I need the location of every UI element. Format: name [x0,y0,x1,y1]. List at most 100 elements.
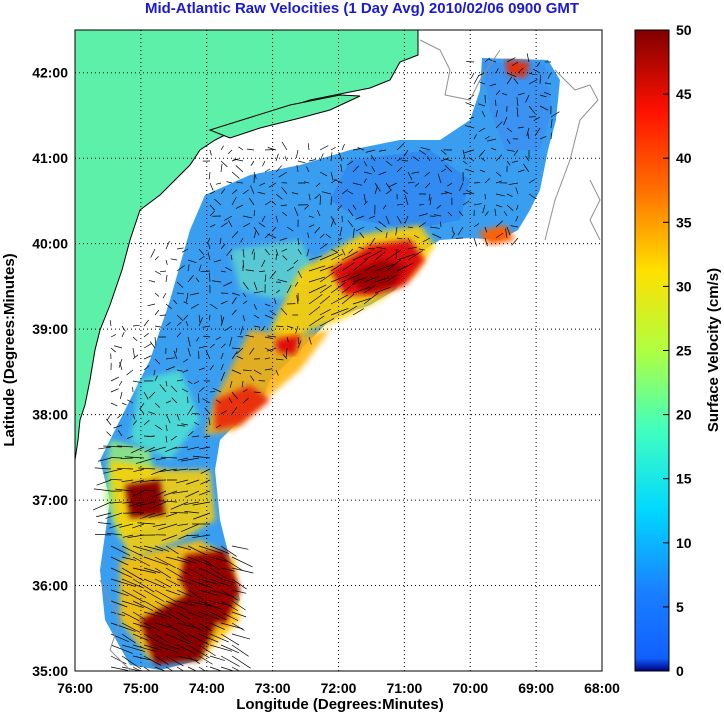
velocity-arrow [208,417,211,426]
velocity-arrow [264,314,274,319]
velocity-arrow [253,230,257,239]
velocity-arrow [539,136,547,140]
velocity-arrow [183,358,189,363]
velocity-arrow [136,501,156,507]
velocity-arrow [121,567,144,582]
velocity-arrow [533,68,541,74]
velocity-arrow [220,163,223,173]
velocity-arrow [382,204,387,210]
velocity-arrow [165,589,181,596]
velocity-arrow [482,204,486,214]
velocity-arrow [359,232,365,239]
velocity-arrow [184,501,200,506]
velocity-arrow [253,281,258,291]
velocity-arrow [209,644,233,652]
velocity-arrow [286,226,294,232]
velocity-arrow [264,168,271,173]
velocity-arrow [121,611,140,622]
velocity-arrow [440,192,449,195]
velocity-arrow [321,191,332,195]
velocity-arrow [304,181,310,184]
velocity-arrow [511,61,519,67]
velocity-arrow [105,512,123,519]
velocity-arrow [451,226,454,234]
velocity-arrow [242,314,246,322]
velocity-arrow [208,314,211,321]
velocity-arrow [264,200,272,206]
velocity-arrow [330,218,335,228]
velocity-arrow [165,567,183,579]
velocity-arrow [550,132,553,140]
velocity-arrow [495,220,503,228]
velocity-arrow [429,197,432,206]
velocity-arrow [215,399,222,404]
velocity-arrow [220,578,236,584]
velocity-arrow [231,600,246,611]
velocity-arrow [149,341,156,349]
colorbar-tick-label: 0 [676,663,684,679]
velocity-arrow [209,149,212,156]
velocity-arrow [215,424,222,429]
colorbar-tick-label: 45 [676,86,692,102]
velocity-arrow [341,143,345,151]
velocity-arrow [527,131,530,140]
velocity-arrow [230,254,233,261]
velocity-arrow [187,259,197,264]
velocity-arrow [164,490,178,496]
velocity-arrow [170,501,189,510]
velocity-arrow [110,611,126,617]
velocity-arrow [528,79,538,85]
velocity-arrow [495,204,503,208]
velocity-arrow [484,211,489,217]
velocity-arrow [308,224,315,228]
velocity-arrow [371,166,376,173]
velocity-arrow [275,165,283,173]
velocity-arrow [189,292,200,296]
velocity-arrow [165,322,171,327]
lon-tick-label: 73:00 [255,680,291,696]
velocity-arrow [407,171,413,180]
velocity-arrow [142,512,156,519]
velocity-arrow [198,567,222,580]
velocity-arrow [198,255,205,261]
velocity-arrow [132,545,153,552]
velocity-arrow [165,611,186,624]
velocity-arrow [165,303,172,309]
velocity-arrow [176,622,198,629]
velocity-arrow [319,251,339,261]
velocity-arrow [165,578,180,587]
velocity-arrow [205,350,211,360]
velocity-arrow [515,187,519,195]
velocity-arrow [275,289,281,294]
velocity-arrow [198,317,203,327]
velocity-arrow [411,171,420,174]
velocity-arrow [404,195,409,206]
velocity-arrow [550,111,560,118]
velocity-arrow [106,431,112,437]
velocity-arrow [220,300,228,305]
y-axis-label: Latitude (Degrees:Minutes) [1,253,18,446]
velocity-arrow [143,567,161,574]
velocity-arrow [187,655,200,664]
velocity-arrow [110,457,123,459]
velocity-arrow [198,556,220,571]
velocity-arrow [159,500,178,503]
velocity-arrow [245,334,255,338]
velocity-arrow [147,303,156,307]
velocity-arrow [297,270,303,279]
velocity-arrow [242,300,248,305]
velocity-arrow [306,248,310,257]
velocity-arrow [457,226,464,236]
velocity-arrow [92,501,112,511]
velocity-arrow [209,556,227,562]
velocity-arrow [462,149,466,160]
velocity-arrow [152,490,167,498]
velocity-arrow [282,211,288,217]
velocity-arrow [152,501,167,508]
velocity-arrow [207,252,211,261]
velocity-arrow [464,149,475,154]
velocity-arrow [536,61,541,67]
velocity-arrow [113,424,123,429]
velocity-arrow [176,292,184,295]
velocity-arrow [378,149,387,152]
